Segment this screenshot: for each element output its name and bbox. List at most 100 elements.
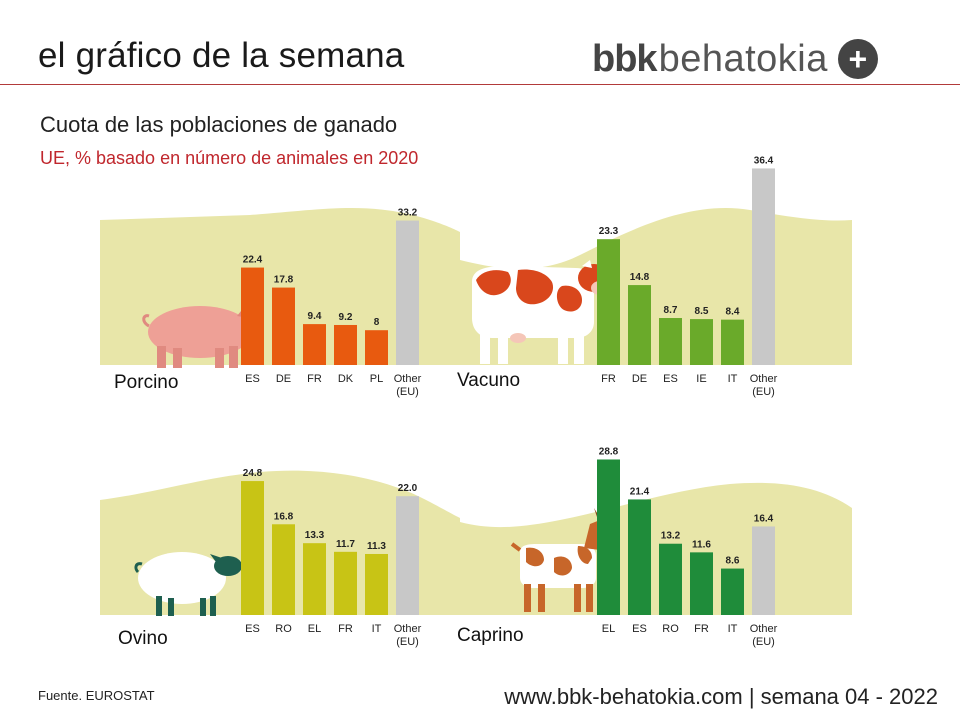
logo-bold-text: bbk xyxy=(592,37,658,80)
category-label: Other xyxy=(750,373,778,385)
value-label: 24.8 xyxy=(243,468,263,479)
sheep-panel: 24.8 ES 16.8 RO 13.3 EL 11.7 FR 11.3 IT 22.0 Other(… xyxy=(100,410,460,660)
category-label: PL xyxy=(370,373,383,385)
category-label: FR xyxy=(307,373,322,385)
chart-subtitle: UE, % basado en número de animales en 20… xyxy=(40,148,419,168)
category-label: IT xyxy=(372,623,382,635)
value-label: 8.7 xyxy=(664,305,678,316)
category-label: IT xyxy=(728,623,738,635)
bar-es xyxy=(628,499,651,615)
value-label: 36.4 xyxy=(754,155,774,166)
value-label: 9.2 xyxy=(339,312,353,323)
category-label: (EU) xyxy=(752,636,775,648)
footer-url[interactable]: www.bbk-behatokia.com | semana 04 - 2022 xyxy=(504,684,938,709)
value-label: 21.4 xyxy=(630,486,650,497)
bar-dk xyxy=(334,324,357,365)
category-label: ES xyxy=(245,373,260,385)
category-label: Other xyxy=(394,373,422,385)
bar-de xyxy=(628,285,651,365)
bar-fr xyxy=(690,552,713,615)
sheep-icon xyxy=(134,552,242,616)
category-label: (EU) xyxy=(752,386,775,398)
goat-panel: 28.8 EL 21.4 ES 13.2 RO 11.6 FR 8.6 IT 16.4 Other (E… xyxy=(457,410,860,660)
sheep-label: Ovino xyxy=(118,628,168,649)
source-note: Fuente. EUROSTAT xyxy=(38,688,155,703)
category-label: EL xyxy=(602,623,615,635)
goat-chart: 28.8 EL 21.4 ES 13.2 RO 11.6 FR 8.6 IT 16.4 Other(E… xyxy=(460,446,852,648)
header-divider xyxy=(0,84,960,85)
value-label: 23.3 xyxy=(599,226,619,237)
bar-el xyxy=(303,543,326,615)
bar-ro xyxy=(659,543,682,615)
bar-fr xyxy=(597,239,620,365)
page-title: el gráfico de la semana xyxy=(38,36,405,75)
chart-title: Cuota de las poblaciones de ganado xyxy=(40,112,398,137)
category-label: DE xyxy=(632,373,647,385)
bar-other xyxy=(396,220,419,365)
category-label: Other xyxy=(750,623,778,635)
value-label: 22.4 xyxy=(243,255,263,266)
bar-it xyxy=(721,319,744,365)
bar-es xyxy=(241,481,264,615)
cattle-label: Vacuno xyxy=(457,370,521,391)
plus-icon: + xyxy=(837,39,878,79)
bar-ie xyxy=(690,319,713,365)
bar-ro xyxy=(272,524,295,615)
value-label: 8.5 xyxy=(695,306,709,317)
brand-logo[interactable]: bbk behatokia + xyxy=(592,34,878,84)
bar-fr xyxy=(303,324,326,365)
value-label: 11.7 xyxy=(336,539,355,550)
category-label: RO xyxy=(275,623,292,635)
value-label: 13.3 xyxy=(305,530,325,541)
category-label: ES xyxy=(632,623,647,635)
bar-it xyxy=(365,553,388,615)
value-label: 8.6 xyxy=(726,556,740,567)
pork-chart: 22.4 ES 17.8 DE 9.4 FR 9.2 DK 8 PL 33.2 Other(EU) xyxy=(100,208,460,398)
category-label: (EU) xyxy=(396,386,419,398)
category-label: FR xyxy=(338,623,353,635)
bar-fr xyxy=(334,551,357,615)
value-label: 13.2 xyxy=(661,531,681,542)
value-label: 11.6 xyxy=(692,539,711,550)
category-label: DE xyxy=(276,373,291,385)
cattle-chart: 23.3 FR 14.8 DE 8.7 ES 8.5 IE 8.4 IT 36.4 Other(EU) xyxy=(460,155,852,398)
category-label: DK xyxy=(338,373,354,385)
bar-other xyxy=(752,168,775,365)
value-label: 8 xyxy=(374,317,380,328)
cow-icon xyxy=(472,260,614,364)
category-label: FR xyxy=(694,623,709,635)
bar-es xyxy=(659,318,682,365)
logo-light-text: behatokia xyxy=(658,37,828,80)
bar-pl xyxy=(365,330,388,365)
value-label: 9.4 xyxy=(308,311,322,322)
value-label: 11.3 xyxy=(367,541,386,552)
bar-de xyxy=(272,287,295,365)
value-label: 28.8 xyxy=(599,446,619,457)
bar-it xyxy=(721,568,744,615)
value-label: 8.4 xyxy=(726,307,740,318)
category-label: EL xyxy=(308,623,321,635)
value-label: 22.0 xyxy=(398,483,418,494)
category-label: FR xyxy=(601,373,616,385)
category-label: IT xyxy=(728,373,738,385)
value-label: 16.8 xyxy=(274,511,294,522)
bar-es xyxy=(241,267,264,365)
bar-el xyxy=(597,459,620,615)
category-label: Other xyxy=(394,623,422,635)
pork-panel: 22.4 ES 17.8 DE 9.4 FR 9.2 DK 8 PL 33.2 Other (EU) P… xyxy=(100,160,460,410)
category-label: ES xyxy=(663,373,678,385)
category-label: ES xyxy=(245,623,260,635)
sheep-chart: 24.8 ES 16.8 RO 13.3 EL 11.7 FR 11.3 IT 22.0 Other(… xyxy=(100,468,460,648)
value-label: 17.8 xyxy=(274,275,294,286)
category-label: RO xyxy=(662,623,679,635)
bar-other xyxy=(752,526,775,615)
category-label: (EU) xyxy=(396,636,419,648)
value-label: 33.2 xyxy=(398,208,418,219)
value-label: 14.8 xyxy=(630,272,650,283)
value-label: 16.4 xyxy=(754,513,774,524)
goat-label: Caprino xyxy=(457,625,524,646)
pork-label: Porcino xyxy=(114,372,179,393)
bar-other xyxy=(396,496,419,615)
category-label: IE xyxy=(696,373,706,385)
cattle-panel: 23.3 FR 14.8 DE 8.7 ES 8.5 IE 8.4 IT 36.4 Other (EU)… xyxy=(457,155,860,410)
